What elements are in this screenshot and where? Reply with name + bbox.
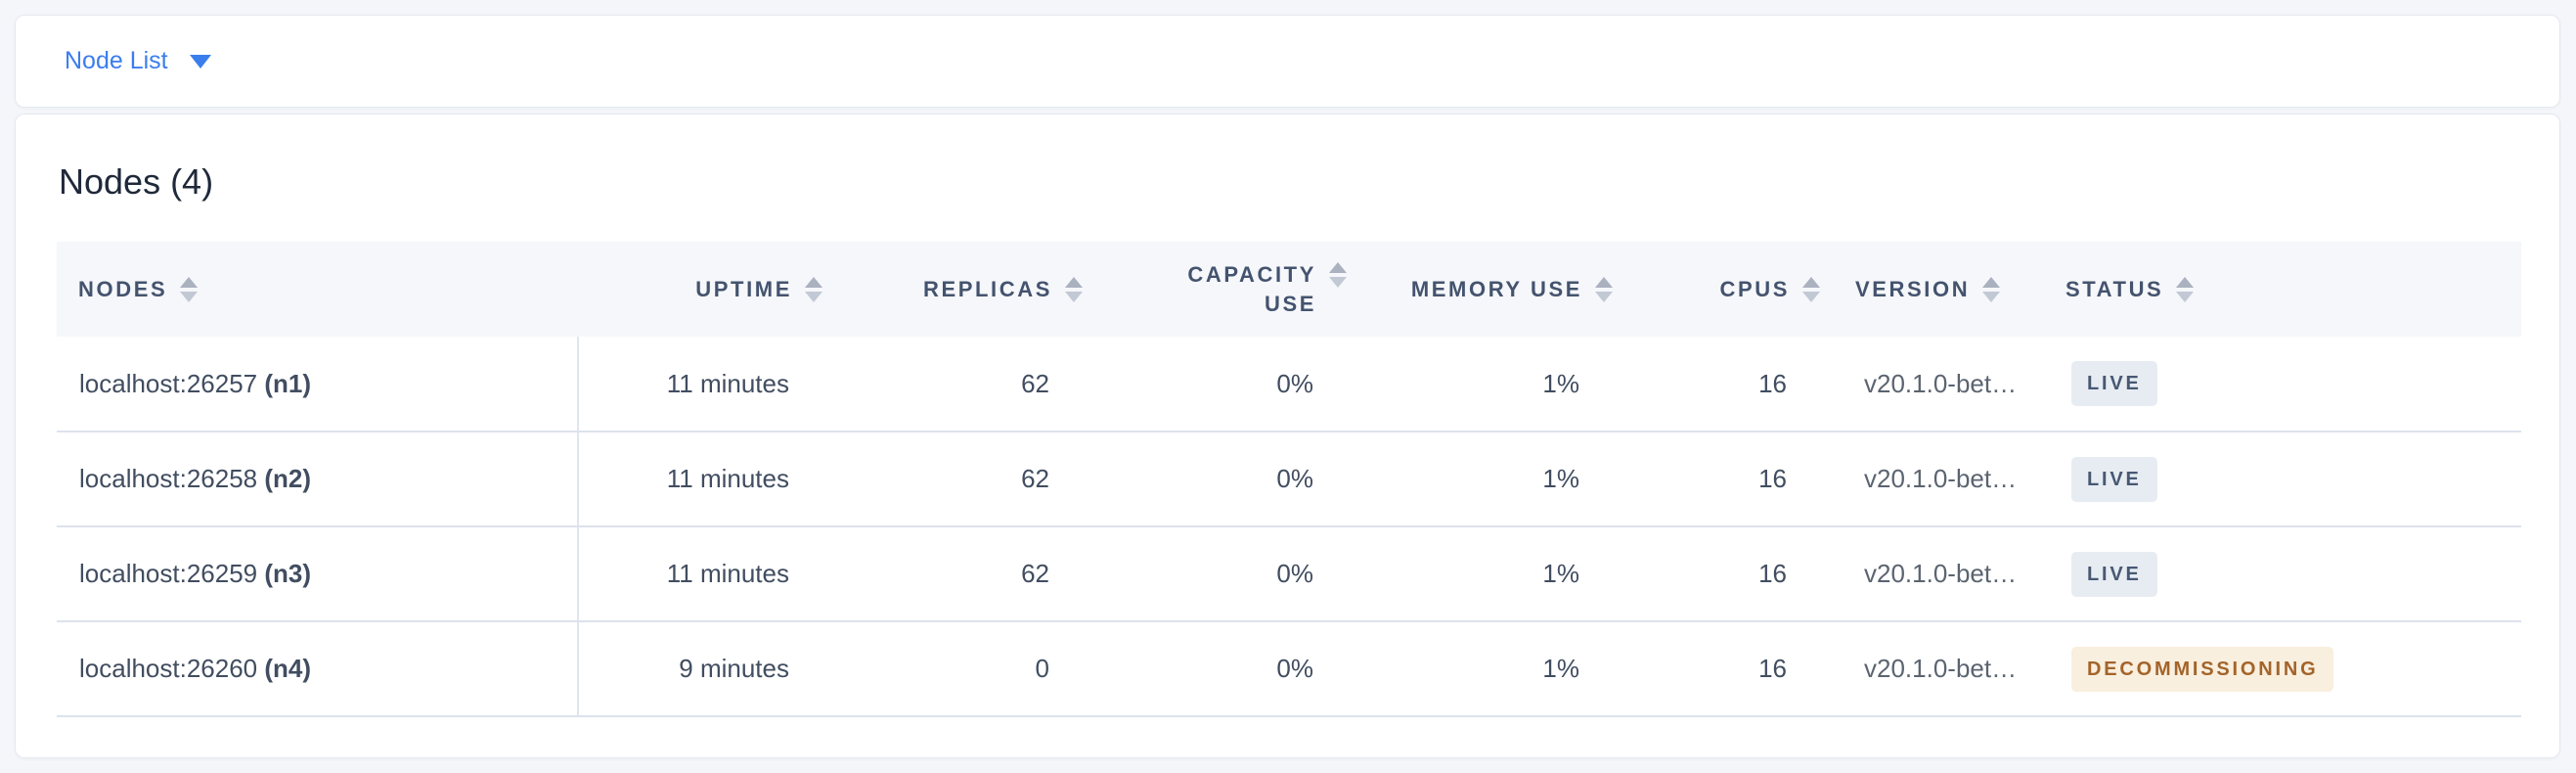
cell-capacity-use: 0% bbox=[1083, 432, 1347, 527]
page-title: Nodes (4) bbox=[59, 161, 214, 202]
column-header-version[interactable]: VERSION bbox=[1820, 242, 2050, 337]
node-address-link[interactable]: localhost:26258 (n2) bbox=[57, 432, 579, 527]
sort-up-arrow-icon bbox=[1595, 276, 1613, 288]
node-address-link[interactable]: localhost:26260 (n4) bbox=[57, 621, 579, 717]
column-header-capacity-use[interactable]: CAPACITY USE bbox=[1083, 242, 1347, 337]
view-dropdown[interactable]: Node List bbox=[65, 47, 211, 75]
nodes-panel: Nodes (4) NODES UPTIME REPLICAS CAPACITY USE… bbox=[15, 114, 2560, 758]
cell-uptime: 9 minutes bbox=[578, 621, 822, 717]
column-label: CPUS bbox=[1719, 276, 1790, 301]
cell-cpus: 16 bbox=[1613, 337, 1820, 432]
node-id: (n3) bbox=[264, 559, 312, 588]
cell-status: LIVE bbox=[2050, 337, 2521, 432]
sort-up-arrow-icon bbox=[1065, 276, 1083, 288]
node-address: localhost:26258 bbox=[79, 464, 265, 493]
status-badge: DECOMMISSIONING bbox=[2071, 646, 2334, 692]
cell-uptime: 11 minutes bbox=[578, 337, 822, 432]
column-label: REPLICAS bbox=[922, 276, 1052, 301]
status-badge: LIVE bbox=[2071, 551, 2157, 597]
cell-version: v20.1.0-bet… bbox=[1820, 621, 2050, 717]
cell-version: v20.1.0-bet… bbox=[1820, 526, 2050, 622]
cell-capacity-use: 0% bbox=[1083, 337, 1347, 432]
sort-up-arrow-icon bbox=[1802, 276, 1820, 288]
node-address: localhost:26257 bbox=[79, 368, 265, 398]
node-id: (n2) bbox=[264, 464, 312, 493]
cell-status: DECOMMISSIONING bbox=[2050, 621, 2521, 717]
sort-icon[interactable] bbox=[1065, 276, 1083, 302]
table-header-row: NODES UPTIME REPLICAS CAPACITY USE MEMORY USE… bbox=[57, 242, 2521, 337]
column-label: MEMORY USE bbox=[1410, 276, 1582, 301]
column-header-replicas[interactable]: REPLICAS bbox=[822, 242, 1083, 337]
view-selector-bar: Node List bbox=[15, 15, 2560, 108]
node-address-link[interactable]: localhost:26259 (n3) bbox=[57, 526, 579, 622]
column-label: VERSION bbox=[1855, 276, 1971, 301]
sort-down-arrow-icon bbox=[180, 291, 199, 302]
node-id: (n1) bbox=[264, 368, 312, 398]
sort-down-arrow-icon bbox=[2176, 291, 2195, 302]
status-badge: LIVE bbox=[2071, 361, 2157, 406]
cell-cpus: 16 bbox=[1613, 432, 1820, 527]
sort-icon[interactable] bbox=[1329, 262, 1347, 288]
sort-up-arrow-icon bbox=[805, 276, 822, 288]
table-row: localhost:26258 (n2) 11 minutes 62 0% 1% 16 v2… bbox=[57, 432, 2521, 527]
sort-down-arrow-icon bbox=[1982, 291, 2001, 302]
node-address: localhost:26260 bbox=[79, 654, 265, 683]
column-header-nodes[interactable]: NODES bbox=[57, 242, 578, 337]
cell-cpus: 16 bbox=[1613, 526, 1820, 622]
node-id: (n4) bbox=[264, 654, 312, 683]
status-badge: LIVE bbox=[2071, 456, 2157, 502]
column-header-memory-use[interactable]: MEMORY USE bbox=[1347, 242, 1613, 337]
column-label: CAPACITY USE bbox=[1187, 261, 1316, 316]
column-header-status[interactable]: STATUS bbox=[2050, 242, 2521, 337]
cell-replicas: 62 bbox=[822, 526, 1083, 622]
cell-memory-use: 1% bbox=[1347, 621, 1613, 717]
view-dropdown-label: Node List bbox=[65, 47, 168, 74]
table-row: localhost:26257 (n1) 11 minutes 62 0% 1% 16 v2… bbox=[57, 337, 2521, 432]
node-address: localhost:26259 bbox=[79, 559, 265, 588]
cell-capacity-use: 0% bbox=[1083, 526, 1347, 622]
sort-up-arrow-icon bbox=[1982, 276, 2001, 288]
cell-version: v20.1.0-bet… bbox=[1820, 337, 2050, 432]
table-row: localhost:26260 (n4) 9 minutes 0 0% 1% 16 v20.… bbox=[57, 621, 2521, 717]
sort-icon[interactable] bbox=[1802, 276, 1820, 302]
column-label: STATUS bbox=[2065, 276, 2164, 301]
sort-icon[interactable] bbox=[1982, 276, 2001, 302]
sort-down-arrow-icon bbox=[1802, 291, 1820, 302]
cell-replicas: 0 bbox=[822, 621, 1083, 717]
sort-down-arrow-icon bbox=[1329, 277, 1347, 288]
cell-uptime: 11 minutes bbox=[578, 432, 822, 527]
sort-up-arrow-icon bbox=[1329, 262, 1347, 273]
column-label: UPTIME bbox=[695, 276, 792, 301]
column-label: NODES bbox=[78, 276, 168, 301]
cell-memory-use: 1% bbox=[1347, 337, 1613, 432]
column-header-cpus[interactable]: CPUS bbox=[1613, 242, 1820, 337]
cell-uptime: 11 minutes bbox=[578, 526, 822, 622]
cell-status: LIVE bbox=[2050, 432, 2521, 527]
cell-status: LIVE bbox=[2050, 526, 2521, 622]
sort-down-arrow-icon bbox=[1065, 291, 1083, 302]
sort-icon[interactable] bbox=[1595, 276, 1613, 302]
cell-cpus: 16 bbox=[1613, 621, 1820, 717]
sort-up-arrow-icon bbox=[180, 276, 199, 288]
sort-icon[interactable] bbox=[805, 276, 822, 302]
cell-replicas: 62 bbox=[822, 337, 1083, 432]
cell-version: v20.1.0-bet… bbox=[1820, 432, 2050, 527]
cell-capacity-use: 0% bbox=[1083, 621, 1347, 717]
node-address-link[interactable]: localhost:26257 (n1) bbox=[57, 337, 579, 432]
chevron-down-icon bbox=[189, 54, 211, 68]
cell-replicas: 62 bbox=[822, 432, 1083, 527]
cell-memory-use: 1% bbox=[1347, 432, 1613, 527]
table-body: localhost:26257 (n1) 11 minutes 62 0% 1% 16 v2… bbox=[57, 337, 2521, 717]
table-row: localhost:26259 (n3) 11 minutes 62 0% 1% 16 v2… bbox=[57, 526, 2521, 622]
sort-icon[interactable] bbox=[2176, 276, 2195, 302]
sort-up-arrow-icon bbox=[2176, 276, 2195, 288]
column-header-uptime[interactable]: UPTIME bbox=[578, 242, 822, 337]
node-table: NODES UPTIME REPLICAS CAPACITY USE MEMORY USE… bbox=[57, 242, 2521, 717]
sort-icon[interactable] bbox=[180, 276, 199, 302]
sort-down-arrow-icon bbox=[805, 291, 822, 302]
sort-down-arrow-icon bbox=[1595, 291, 1613, 302]
cell-memory-use: 1% bbox=[1347, 526, 1613, 622]
